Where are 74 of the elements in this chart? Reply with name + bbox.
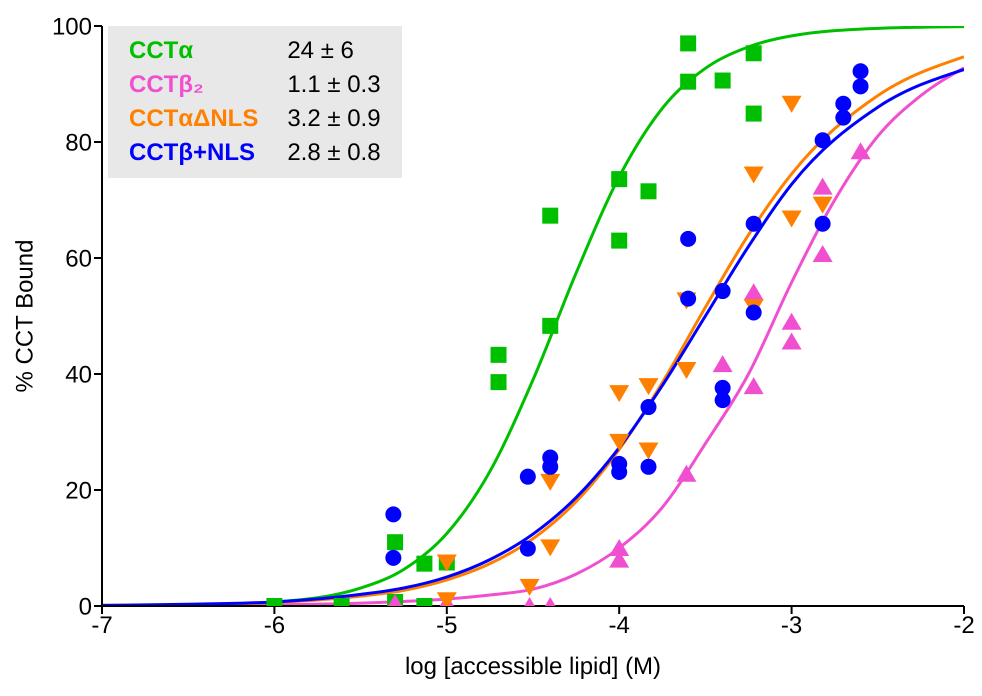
point xyxy=(520,540,536,557)
y-axis-title: % CCT Bound xyxy=(12,240,39,392)
y-tick-label: 20 xyxy=(65,478,92,505)
point xyxy=(638,442,659,460)
point xyxy=(611,232,628,249)
point xyxy=(609,385,630,402)
point xyxy=(714,72,731,89)
point xyxy=(782,96,802,113)
point xyxy=(387,534,404,550)
point xyxy=(640,183,657,200)
point xyxy=(680,74,696,90)
text: CCTα xyxy=(129,37,194,64)
text: CCTβ₂ xyxy=(129,71,204,98)
point xyxy=(640,399,657,416)
x-tick-label: -5 xyxy=(436,612,458,640)
point xyxy=(744,283,764,300)
point xyxy=(835,110,852,126)
point xyxy=(676,464,696,482)
point xyxy=(490,346,507,363)
point xyxy=(812,178,833,195)
x-tick-label: -6 xyxy=(264,612,286,640)
point xyxy=(782,332,802,350)
point xyxy=(520,578,540,596)
point xyxy=(746,304,762,321)
point xyxy=(852,63,869,80)
y-tick-label: 80 xyxy=(65,130,92,157)
point xyxy=(680,230,696,247)
point xyxy=(385,550,402,566)
point xyxy=(676,362,696,379)
x-tick-label: -4 xyxy=(608,612,630,640)
point xyxy=(812,196,833,214)
point xyxy=(609,434,630,451)
point xyxy=(714,283,731,300)
point xyxy=(850,142,871,160)
x-tick-label: -2 xyxy=(953,612,975,640)
point xyxy=(782,312,802,330)
point xyxy=(416,556,432,572)
point xyxy=(712,355,733,372)
y-tick-label: 60 xyxy=(65,246,92,273)
point xyxy=(714,392,731,408)
point xyxy=(746,106,762,122)
x-tick-label: -3 xyxy=(780,612,802,640)
point xyxy=(520,468,536,485)
point xyxy=(611,171,628,188)
annotation: 1.1 ± 0.3 xyxy=(286,70,382,100)
point xyxy=(540,539,560,556)
point xyxy=(385,506,402,522)
point xyxy=(814,132,831,148)
point xyxy=(814,216,831,232)
point xyxy=(852,78,869,94)
x-tick-label: -7 xyxy=(91,612,113,640)
y-tick-label: 40 xyxy=(65,362,92,389)
annotation: 3.2 ± 0.9 xyxy=(286,104,382,134)
point xyxy=(744,166,764,184)
x-axis-title: log [accessible lipid] (M) xyxy=(404,653,662,680)
y-tick-label: 0 xyxy=(78,594,92,621)
point xyxy=(835,96,852,112)
point xyxy=(542,318,558,334)
point xyxy=(680,35,696,52)
annotation: 2.8 ± 0.8 xyxy=(286,138,382,168)
text: CCTαΔNLS xyxy=(129,105,258,132)
point xyxy=(490,374,507,390)
point xyxy=(812,244,833,262)
point xyxy=(638,378,659,396)
point xyxy=(782,210,802,228)
point xyxy=(542,208,558,224)
point xyxy=(640,458,657,475)
point xyxy=(746,45,762,62)
point xyxy=(744,377,764,394)
point xyxy=(746,216,762,232)
point xyxy=(540,474,560,491)
y-tick-label: 100 xyxy=(52,14,92,41)
annotation: 24 ± 6 xyxy=(286,36,355,66)
text: CCTβ+NLS xyxy=(129,139,255,166)
